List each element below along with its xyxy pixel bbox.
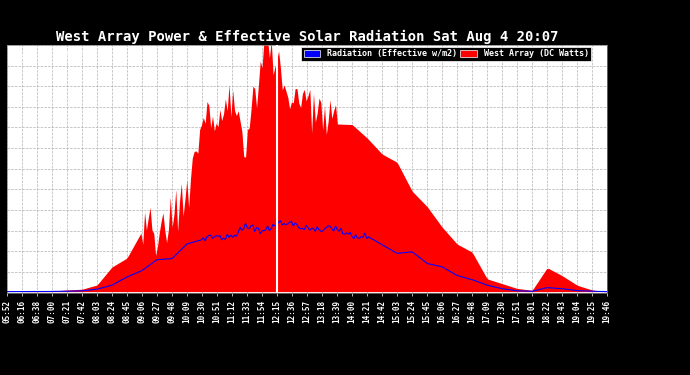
Legend: Radiation (Effective w/m2), West Array (DC Watts): Radiation (Effective w/m2), West Array (…	[301, 47, 591, 61]
Title: West Array Power & Effective Solar Radiation Sat Aug 4 20:07: West Array Power & Effective Solar Radia…	[56, 30, 558, 44]
Text: Copyright 2012 Cartronics.com: Copyright 2012 Cartronics.com	[10, 53, 144, 62]
